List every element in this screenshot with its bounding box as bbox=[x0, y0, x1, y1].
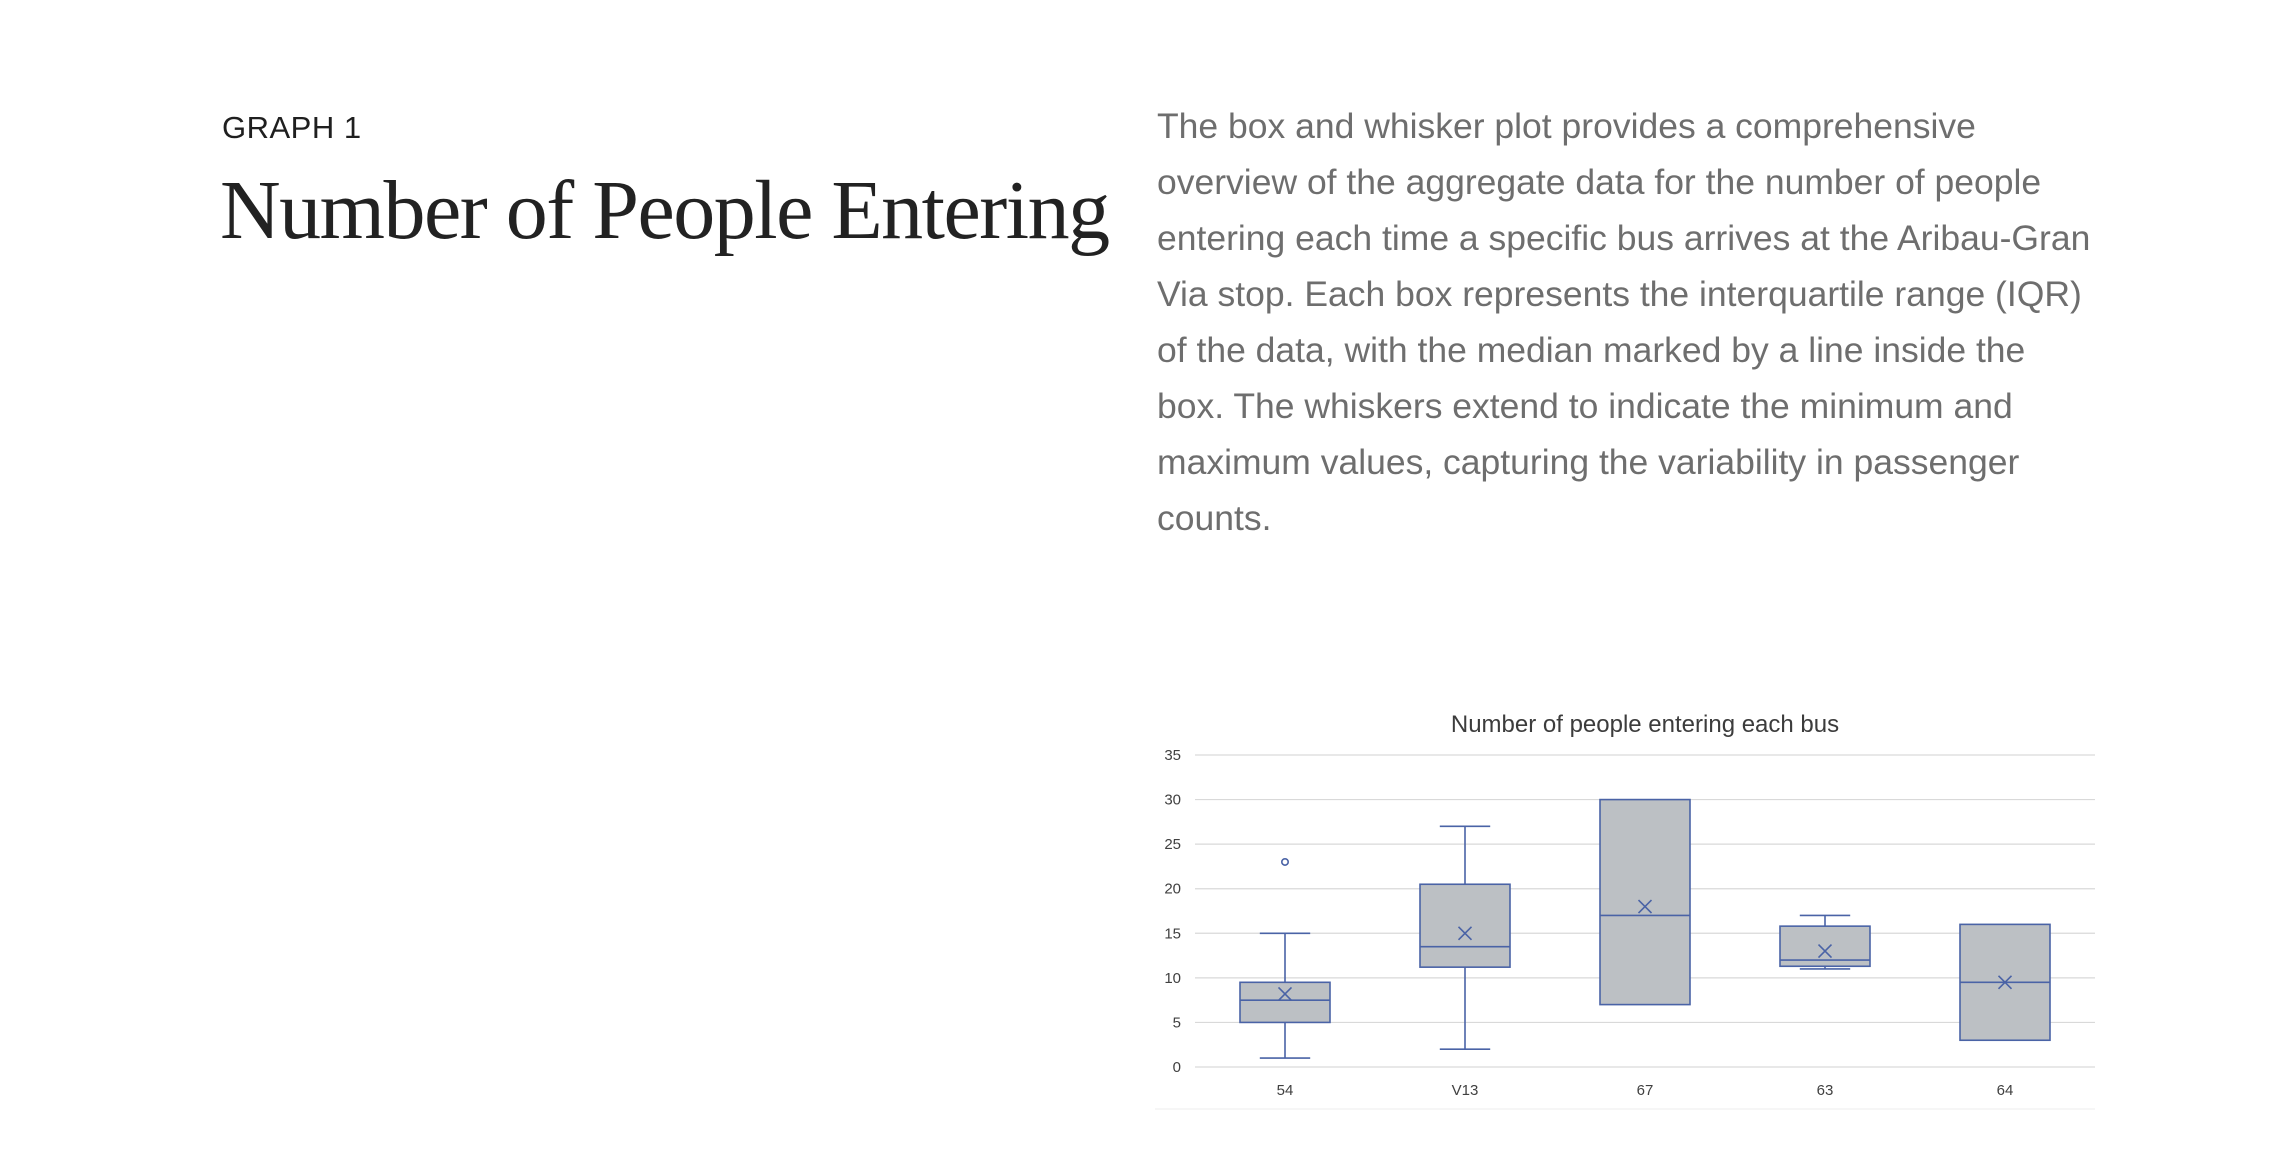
y-tick-label: 15 bbox=[1164, 925, 1181, 942]
x-tick-label: 67 bbox=[1637, 1082, 1654, 1099]
x-tick-label: 63 bbox=[1817, 1082, 1834, 1099]
x-tick-label: V13 bbox=[1452, 1082, 1479, 1099]
box-iqr bbox=[1419, 883, 1511, 968]
chart-svg: Number of people entering each bus 0 5 10 15… bbox=[1155, 711, 2095, 1110]
y-tick-label: 0 bbox=[1173, 1059, 1181, 1076]
x-tick-label: 54 bbox=[1277, 1082, 1294, 1099]
chart-title: Number of people entering each bus bbox=[1451, 711, 1839, 738]
y-tick-label: 30 bbox=[1164, 792, 1181, 809]
page-title: Number of People Entering bbox=[220, 164, 1110, 257]
box-plot-chart: Number of people entering each bus 0 5 10 15… bbox=[1155, 695, 2095, 1110]
mean-marker bbox=[1457, 926, 1473, 941]
y-tick-label: 10 bbox=[1164, 970, 1181, 987]
y-tick-label: 20 bbox=[1164, 881, 1181, 898]
mean-marker bbox=[1997, 975, 2013, 990]
outlier-point bbox=[1281, 857, 1290, 866]
mean-marker bbox=[1637, 899, 1653, 914]
box-iqr bbox=[1599, 798, 1691, 1006]
description-paragraph: The box and whisker plot provides a comp… bbox=[1157, 106, 2091, 538]
x-tick-label: 64 bbox=[1997, 1082, 2014, 1099]
mean-marker bbox=[1817, 944, 1833, 959]
mean-marker bbox=[1277, 986, 1293, 1001]
y-tick-label: 35 bbox=[1164, 747, 1181, 764]
graph-kicker: GRAPH 1 bbox=[222, 110, 362, 145]
y-tick-label: 25 bbox=[1164, 836, 1181, 853]
box-iqr bbox=[1239, 981, 1331, 1024]
y-tick-label: 5 bbox=[1173, 1014, 1181, 1031]
